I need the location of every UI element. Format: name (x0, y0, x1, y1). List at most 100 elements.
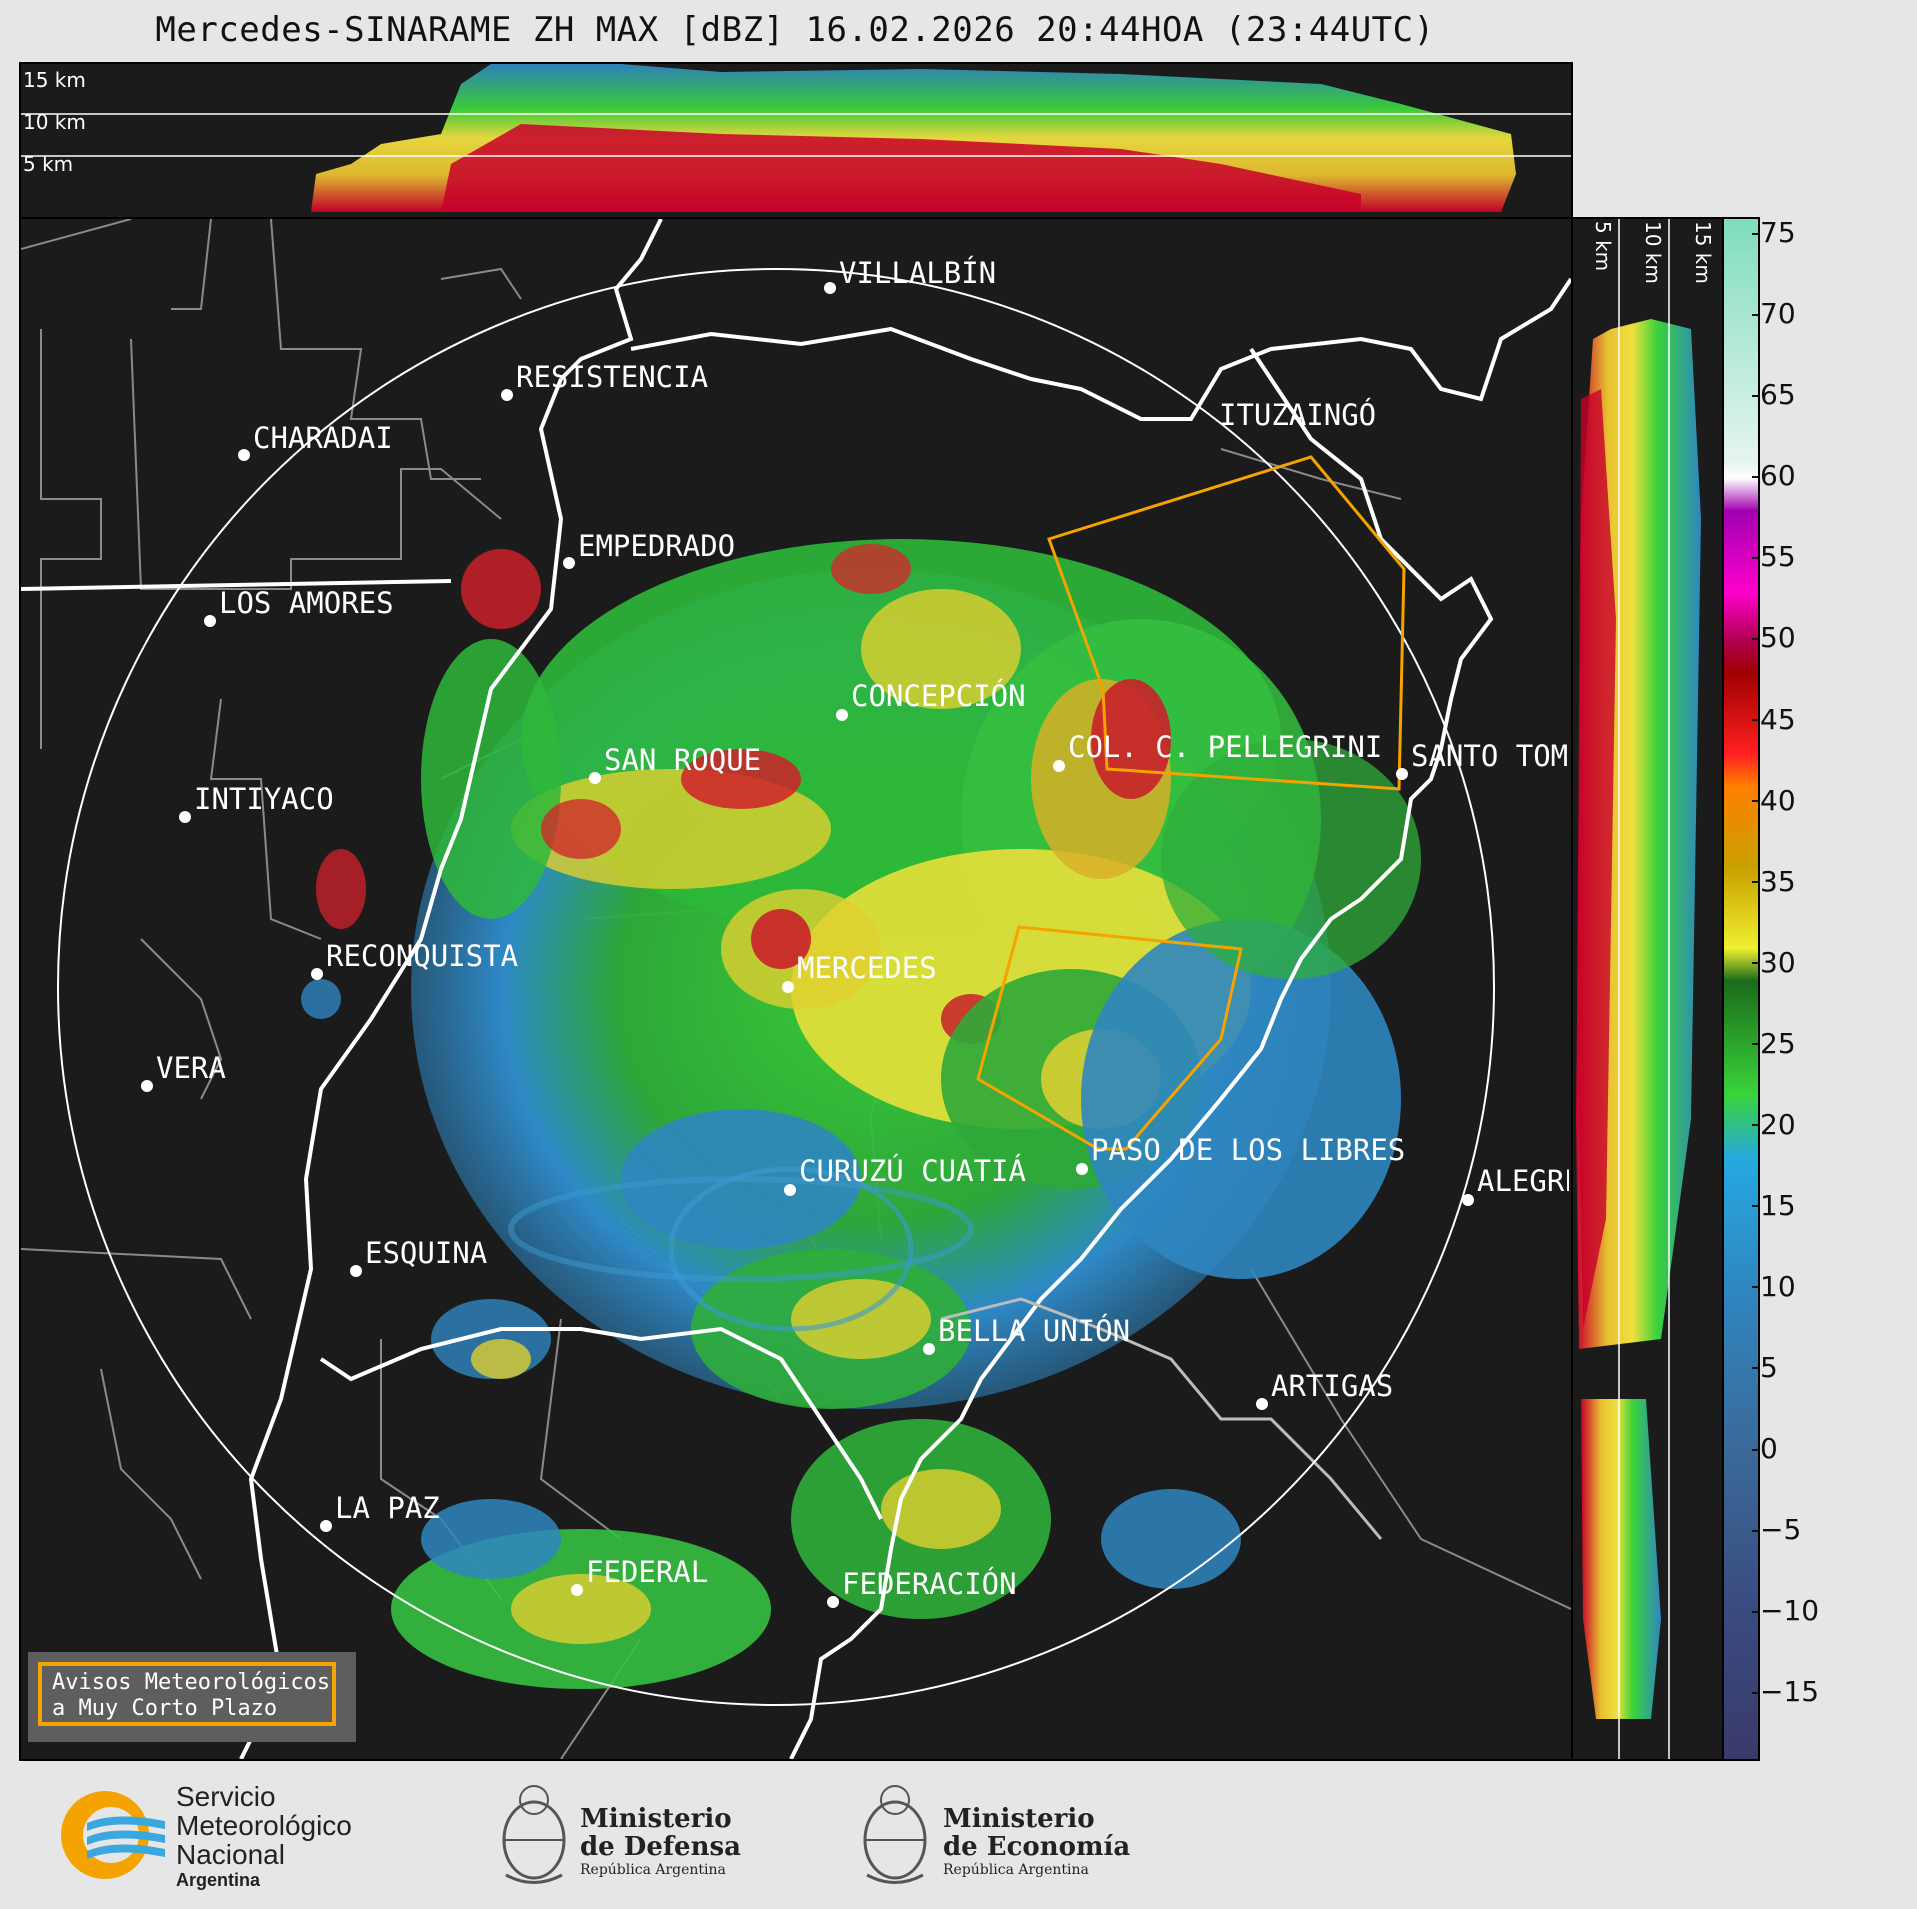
city-dot-san-roque[interactable] (589, 772, 601, 784)
colorbar-tick-label: −10 (1751, 1594, 1820, 1628)
smn-logo-text: Servicio Meteorológico Nacional Argentin… (176, 1782, 352, 1891)
defensa-line3: República Argentina (580, 1862, 726, 1878)
city-dot-artigas[interactable] (1256, 1398, 1268, 1410)
city-label-villalbin: VILLALBÍN (839, 256, 997, 290)
city-dot-la-paz[interactable] (320, 1520, 332, 1532)
city-label-curuzu-cuatia: CURUZÚ CUATIÁ (799, 1154, 1026, 1188)
warning-polygon-north[interactable] (1047, 455, 1406, 791)
city-label-artigas: ARTIGAS (1271, 1369, 1394, 1403)
city-dot-intiyaco[interactable] (179, 811, 191, 823)
city-dot-alegrete[interactable] (1462, 1194, 1474, 1206)
colorbar-tick-label: 20 (1752, 1107, 1796, 1141)
defensa-logo-text: Ministerio de Defensa República Argentin… (580, 1805, 741, 1879)
right-alt-label-15: 15 km (1691, 221, 1715, 284)
uruguay-border (940, 1297, 1383, 1540)
right-cross-section-plot (1576, 219, 1701, 1759)
city-dot-col-pellegrini[interactable] (1053, 760, 1065, 772)
city-dot-vera[interactable] (141, 1080, 153, 1092)
city-label-santo-tome: SANTO TOMÉ (1411, 742, 1569, 771)
smn-line2: Meteorológico (176, 1810, 352, 1841)
radar-map[interactable]: VILLALBÍN RESISTENCIA CHARADAI ITUZAINGÓ… (19, 217, 1573, 1761)
city-label-san-roque: SAN ROQUE (604, 743, 762, 777)
city-dot-reconquista[interactable] (311, 968, 323, 980)
range-ring (57, 268, 1495, 1706)
city-dot-empedrado[interactable] (563, 557, 575, 569)
city-label-ituzaingo: ITUZAINGÓ (1219, 398, 1377, 432)
warning-legend-inner: Avisos Meteorológicos a Muy Corto Plazo (38, 1662, 336, 1726)
city-label-mercedes: MERCEDES (797, 951, 937, 985)
colorbar-tick-label: 45 (1752, 702, 1796, 736)
city-dot-mercedes[interactable] (782, 981, 794, 993)
colorbar-tick-label: 5 (1752, 1350, 1778, 1384)
city-dot-federal[interactable] (571, 1584, 583, 1596)
colorbar-tick-label: −15 (1751, 1675, 1820, 1709)
right-alt-label-5: 5 km (1591, 221, 1615, 272)
right-cross-section-panel: 5 km 10 km 15 km (1569, 217, 1726, 1761)
city-label-los-amores: LOS AMORES (219, 586, 394, 620)
city-label-bella-union: BELLA UNIÓN (938, 1314, 1131, 1348)
smn-logo-icon (61, 1791, 165, 1879)
colorbar-tick-label: 15 (1752, 1188, 1796, 1222)
city-label-alegrete: ALEGRETE (1477, 1167, 1569, 1196)
map-title: Mercedes-SINARAME ZH MAX [dBZ] 16.02.202… (155, 10, 1435, 50)
city-dot-villalbin[interactable] (824, 282, 836, 294)
smn-line4: Argentina (176, 1870, 261, 1890)
city-label-paso-de-los-libres: PASO DE LOS LIBRES (1091, 1133, 1406, 1167)
colorbar-tick-label: 10 (1752, 1269, 1796, 1303)
colorbar-tick-label: 55 (1752, 540, 1796, 574)
defensa-line1: Ministerio (580, 1804, 732, 1834)
top-alt-label-10: 10 km (23, 110, 86, 134)
city-dot-los-amores[interactable] (204, 615, 216, 627)
colorbar-tick-label: 25 (1752, 1026, 1796, 1060)
top-alt-label-15: 15 km (23, 68, 86, 92)
city-dot-charadai[interactable] (238, 449, 250, 461)
city-dot-concepcion[interactable] (836, 709, 848, 721)
economia-coat-of-arms-icon (863, 1785, 927, 1884)
city-label-intiyaco: INTIYACO (194, 782, 334, 816)
economia-line3: República Argentina (943, 1862, 1089, 1878)
country-borders (21, 219, 1571, 1759)
warning-legend-line1: Avisos Meteorológicos (52, 1670, 331, 1695)
city-dot-curuzu-cuatia[interactable] (784, 1184, 796, 1196)
colorbar-tick-label: 30 (1752, 945, 1796, 979)
city-dot-federacion[interactable] (827, 1596, 839, 1608)
economia-line2: de Economía (943, 1832, 1131, 1862)
city-label-la-paz: LA PAZ (335, 1491, 440, 1525)
warning-polygon-south[interactable] (976, 925, 1243, 1151)
colorbar-tick-label: 75 (1752, 216, 1796, 250)
colorbar-tick-label: 40 (1752, 783, 1796, 817)
city-dot-resistencia[interactable] (501, 389, 513, 401)
top-cross-section-plot (21, 64, 1571, 212)
city-dot-esquina[interactable] (350, 1265, 362, 1277)
warning-legend-box: Avisos Meteorológicos a Muy Corto Plazo (28, 1652, 356, 1742)
smn-line3: Nacional (176, 1839, 285, 1870)
city-dot-santo-tome[interactable] (1396, 768, 1408, 780)
colorbar (1722, 217, 1760, 1761)
colorbar-tick-label: −5 (1751, 1513, 1802, 1547)
top-echo-core (441, 124, 1361, 212)
colorbar-tick-label: 0 (1752, 1432, 1778, 1465)
defensa-line2: de Defensa (580, 1832, 741, 1862)
right-echo-core (1577, 389, 1616, 1329)
city-dot-bella-union[interactable] (923, 1343, 935, 1355)
right-alt-label-10: 10 km (1641, 221, 1665, 284)
defensa-coat-of-arms-icon (502, 1785, 566, 1884)
city-label-col-pellegrini: COL. C. PELLEGRINI (1068, 730, 1383, 764)
warning-legend-line2: a Muy Corto Plazo (52, 1696, 278, 1721)
city-label-resistencia: RESISTENCIA (516, 360, 709, 394)
smn-line1: Servicio (176, 1781, 276, 1812)
radar-map-canvas (21, 219, 1571, 1759)
city-label-reconquista: RECONQUISTA (326, 939, 519, 973)
top-alt-label-5: 5 km (23, 152, 74, 176)
right-echo-area-south (1581, 1399, 1661, 1719)
city-label-vera: VERA (156, 1051, 226, 1085)
city-label-federal: FEDERAL (586, 1555, 709, 1589)
city-label-charadai: CHARADAI (253, 421, 393, 455)
colorbar-tick-label: 65 (1752, 378, 1796, 412)
colorbar-tick-label: 60 (1752, 459, 1796, 493)
city-label-federacion: FEDERACIÓN (842, 1567, 1017, 1601)
top-cross-section-panel: 15 km 10 km 5 km (19, 62, 1573, 221)
city-dot-paso-de-los-libres[interactable] (1076, 1163, 1088, 1175)
colorbar-tick-label: 50 (1752, 621, 1796, 655)
city-label-empedrado: EMPEDRADO (578, 529, 736, 563)
